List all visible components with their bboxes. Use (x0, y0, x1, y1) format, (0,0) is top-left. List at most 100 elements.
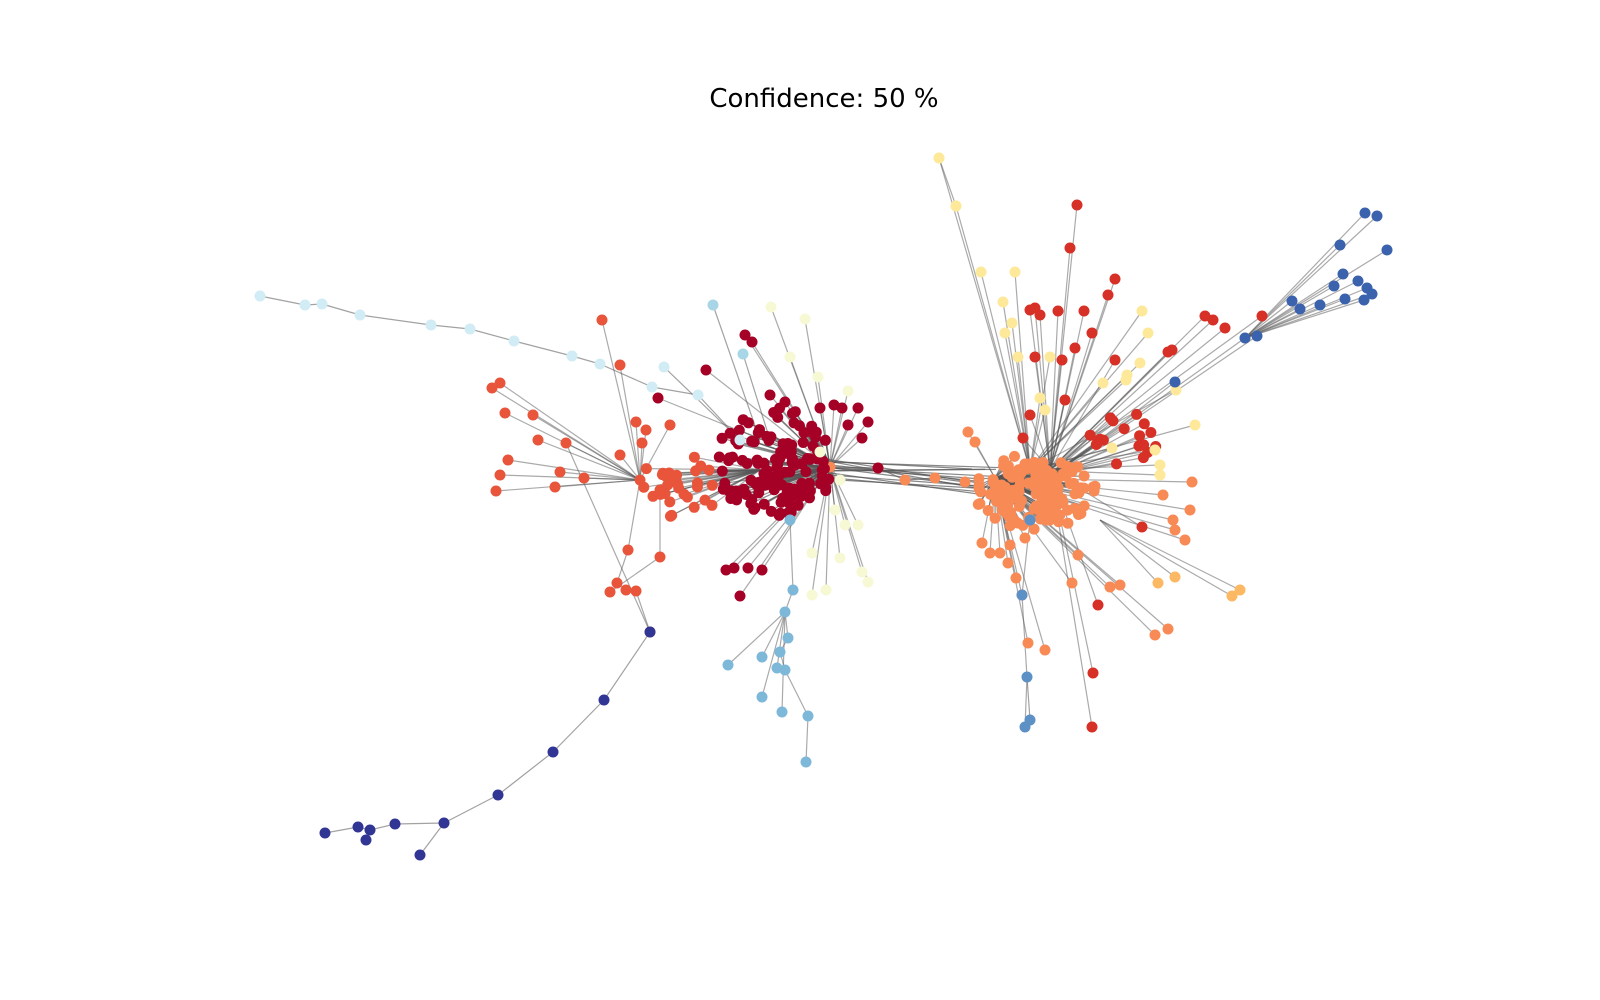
graph-node-dark-red-56 (806, 420, 818, 432)
graph-node-red-468 (1052, 305, 1064, 317)
graph-node-dark-red-154 (862, 416, 874, 428)
graph-edge-377 (1099, 519, 1159, 584)
graph-node-red-orange-176 (688, 501, 700, 513)
graph-edge-436 (1029, 382, 1104, 471)
graph-node-cream-167 (839, 519, 851, 531)
graph-node-orange-373 (1075, 508, 1087, 519)
graph-node-orange-436 (1157, 489, 1169, 501)
graph-node-orange-338 (1028, 523, 1040, 535)
graph-node-light-orange-442 (1234, 584, 1246, 596)
graph-node-pale-blue-245 (299, 299, 311, 311)
graph-node-light-orange-441 (1226, 590, 1238, 602)
graph-node-dark-red-158 (842, 419, 854, 431)
graph-node-red-458 (1145, 427, 1157, 438)
graph-node-dark-red-18 (716, 432, 728, 444)
graph-node-dark-red-139 (796, 488, 808, 500)
graph-node-dark-red-128 (779, 446, 791, 458)
graph-node-orange-432 (1162, 623, 1174, 635)
graph-node-dark-red-149 (734, 590, 746, 602)
graph-edge-115 (705, 369, 831, 468)
graph-edge-447 (1059, 337, 1246, 471)
graph-node-dark-red-140 (787, 453, 798, 465)
graph-node-pale-yellow-493 (1009, 266, 1021, 278)
graph-node-pale-blue-253 (646, 381, 658, 393)
graph-node-pale-blue-256 (658, 361, 670, 373)
graph-node-navy-239 (364, 824, 376, 836)
graph-edge-194 (635, 421, 641, 481)
graph-edge-197 (616, 549, 629, 584)
graph-node-pale-blue-252 (594, 358, 606, 370)
graph-node-red-467 (1024, 304, 1036, 316)
graph-edge-401 (1049, 310, 1059, 471)
graph-node-red-orange-208 (486, 382, 498, 394)
graph-edge-223 (651, 386, 699, 396)
graph-edge-411 (1049, 319, 1214, 471)
graph-node-red-471 (1102, 289, 1114, 301)
graph-node-royal-blue-526 (1358, 294, 1370, 306)
graph-edge-200 (635, 590, 651, 633)
graph-node-red-orange-216 (578, 472, 590, 484)
graph-edge-217 (359, 314, 432, 326)
graph-node-navy-234 (598, 694, 610, 706)
graph-node-orange-430 (1114, 579, 1126, 591)
graph-edge-127 (829, 437, 863, 468)
graph-node-dark-red-98 (723, 455, 735, 467)
graph-node-red-488 (1086, 721, 1098, 733)
graph-node-red-orange-196 (706, 479, 718, 491)
graph-node-red-473 (1069, 342, 1081, 354)
graph-node-dark-red-96 (746, 435, 758, 447)
graph-edge-239 (727, 611, 786, 666)
graph-node-dark-red-38 (787, 407, 798, 419)
graph-node-dark-red-91 (754, 424, 765, 436)
graph-edge-128 (829, 404, 835, 468)
graph-edge-185 (507, 459, 641, 481)
graph-node-dark-red-63 (819, 434, 831, 446)
graph-node-dark-red-97 (723, 485, 735, 497)
graph-node-orange-379 (998, 460, 1010, 472)
graph-node-red-orange-232 (604, 586, 616, 598)
graph-node-dark-red-120 (751, 454, 763, 466)
graph-node-red-orange-227 (620, 584, 632, 596)
graph-node-pale-yellow-510 (1106, 442, 1118, 454)
graph-node-navy-242 (360, 834, 372, 846)
graph-node-orange-403 (1029, 480, 1040, 492)
graph-node-dark-red-135 (779, 466, 791, 478)
graph-node-red-463 (1071, 199, 1083, 211)
graph-node-red-orange-181 (690, 465, 702, 477)
graph-edge-429 (1004, 332, 1031, 471)
graph-node-royal-blue-516 (1251, 330, 1263, 342)
graph-edge-446 (938, 157, 957, 207)
graph-edge-182 (532, 414, 641, 481)
graph-node-orange-434 (1179, 534, 1191, 546)
graph-node-pale-yellow-500 (1142, 327, 1154, 339)
graph-node-dark-red-71 (817, 455, 829, 467)
graph-node-red-485 (1059, 394, 1071, 406)
graph-edge-398 (1034, 307, 1051, 471)
graph-node-steel-blue-534 (1021, 671, 1033, 683)
graph-edge-374 (1099, 519, 1233, 597)
graph-node-orange-420 (984, 547, 996, 559)
graph-node-sky-blue-267 (756, 651, 768, 663)
graph-node-pale-blue-247 (354, 309, 366, 321)
graph-node-royal-blue-527 (1339, 293, 1351, 305)
graph-node-cream-168 (852, 519, 864, 531)
graph-node-red-445 (1134, 430, 1146, 442)
graph-edge-464 (1021, 519, 1031, 596)
graph-node-orange-381 (1068, 477, 1080, 489)
graph-node-red-orange-199 (667, 474, 679, 486)
graph-edge-214 (259, 295, 306, 306)
graph-node-red-476 (1029, 351, 1041, 363)
graph-node-cream-166 (829, 504, 841, 516)
graph-node-light-orange-444 (1152, 577, 1164, 589)
graph-node-steel-blue-533 (1016, 589, 1028, 601)
graph-node-red-475 (1109, 354, 1121, 366)
graph-node-red-orange-221 (640, 424, 652, 436)
graph-node-red-478 (1207, 314, 1219, 326)
graph-edge-450 (1244, 300, 1293, 339)
graph-node-orange-417 (962, 426, 974, 438)
graph-node-red-479 (1219, 322, 1231, 334)
graph-edge-375 (1099, 519, 1241, 591)
graph-edge-431 (1029, 356, 1051, 471)
graph-edge-432 (1029, 310, 1143, 471)
graph-node-cream-165 (834, 474, 846, 486)
